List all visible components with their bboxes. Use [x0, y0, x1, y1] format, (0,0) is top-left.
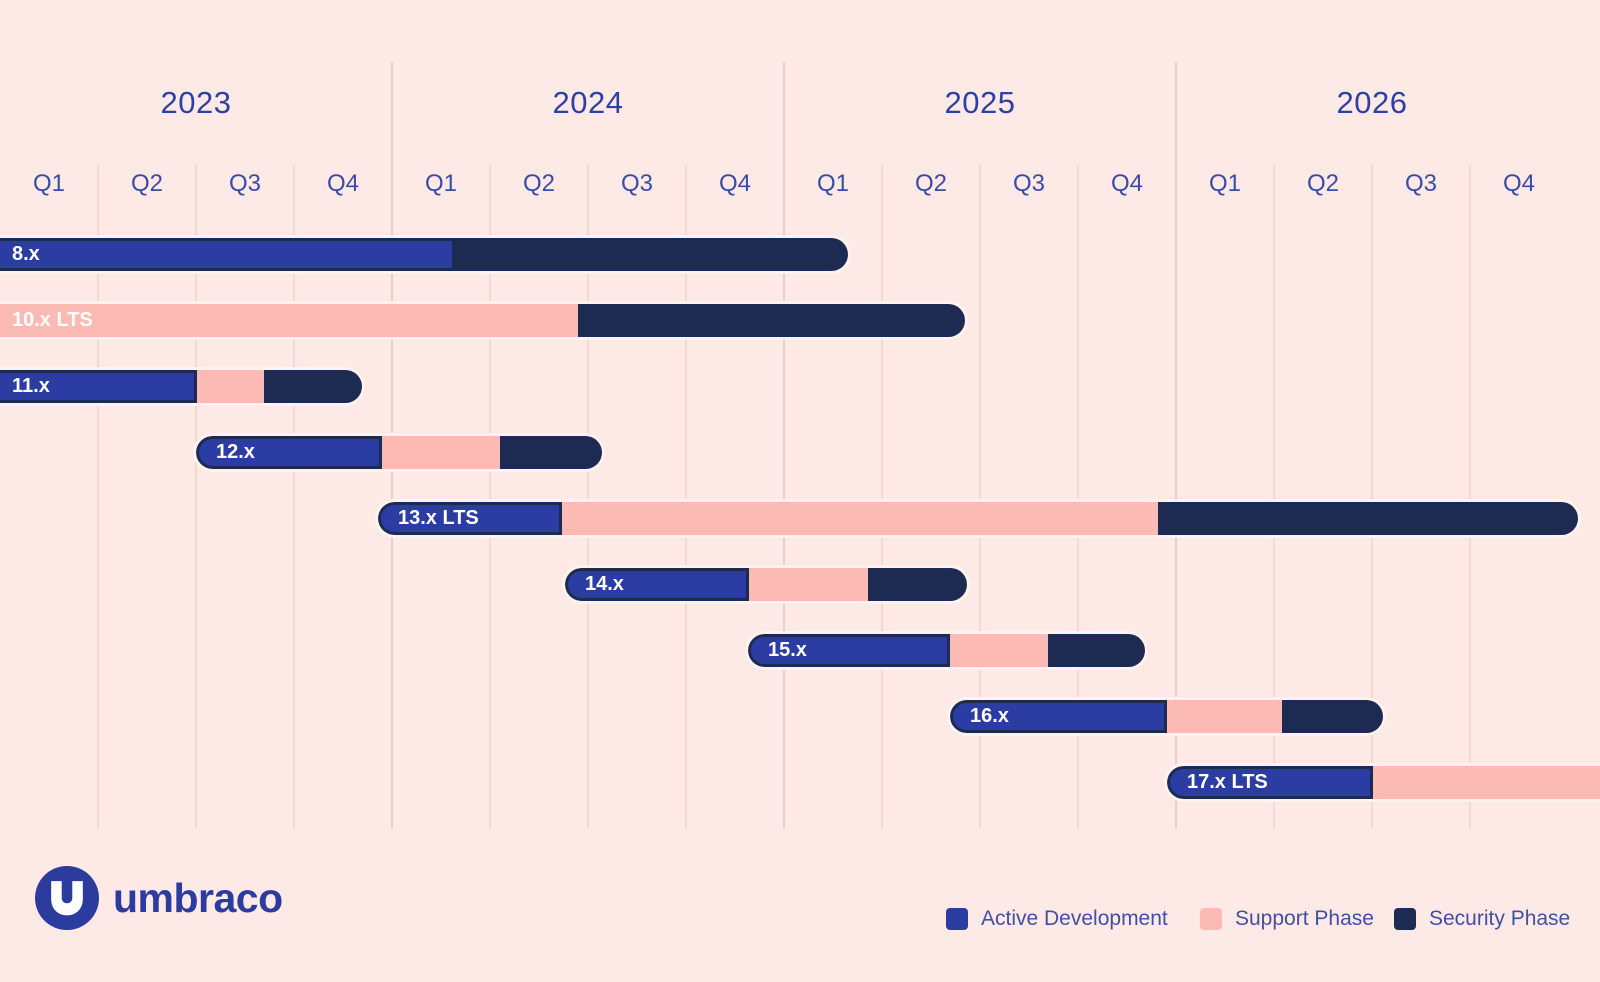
support-phase-segment: [197, 370, 264, 403]
quarter-gridline: [979, 165, 981, 828]
quarter-label-2024-Q4: Q4: [718, 170, 751, 197]
quarter-gridline: [1469, 165, 1471, 828]
legend-label: Support Phase: [1235, 907, 1374, 930]
quarter-label-2026-Q3: Q3: [1404, 170, 1437, 197]
security-phase-segment: [1048, 634, 1145, 667]
bar-12-x: 12.x: [196, 436, 602, 469]
quarter-label-2024-Q3: Q3: [620, 170, 653, 197]
bar-label: 10.x LTS: [12, 309, 93, 331]
umbraco-u-glyph: [51, 881, 83, 916]
quarter-label-2025-Q3: Q3: [1012, 170, 1045, 197]
active-phase-segment: [748, 634, 950, 667]
security-swatch-icon: [1394, 908, 1416, 930]
legend-item-security: Security Phase: [1394, 908, 1570, 930]
support-phase-segment: [950, 634, 1048, 667]
quarter-gridline: [1371, 165, 1373, 828]
quarter-label-2024-Q2: Q2: [522, 170, 555, 197]
security-phase-segment: [455, 238, 848, 271]
support-phase-segment: [1167, 700, 1282, 733]
active-phase-segment: [1167, 766, 1373, 799]
year-gridline: [1175, 62, 1177, 828]
quarter-label-2025-Q2: Q2: [914, 170, 947, 197]
quarter-label-2026-Q2: Q2: [1306, 170, 1339, 197]
quarter-label-2023-Q1: Q1: [32, 170, 65, 197]
bar-17-x-lts: 17.x LTS: [1167, 766, 1600, 799]
support-phase-segment: [562, 502, 1158, 535]
legend-label: Active Development: [981, 907, 1168, 930]
security-phase-segment: [1282, 700, 1383, 733]
quarter-gridline: [1077, 165, 1079, 828]
security-phase-segment: [578, 304, 965, 337]
bar-label: 16.x: [970, 705, 1009, 727]
year-label-2025: 2025: [944, 85, 1016, 120]
umbraco-logo: umbraco: [35, 866, 283, 930]
quarter-label-2025-Q4: Q4: [1110, 170, 1143, 197]
bar-label: 11.x: [12, 375, 50, 397]
security-phase-segment: [1158, 502, 1578, 535]
bar-8-x: 8.x: [0, 238, 848, 271]
active-phase-segment: [196, 436, 382, 469]
quarter-label-2023-Q4: Q4: [326, 170, 359, 197]
active-phase-segment: [0, 238, 455, 271]
bar-label: 14.x: [585, 573, 624, 595]
umbraco-u-icon: [35, 866, 99, 930]
quarter-label-2023-Q2: Q2: [130, 170, 163, 197]
bar-15-x: 15.x: [748, 634, 1145, 667]
quarter-gridline: [881, 165, 883, 828]
support-phase-segment: [0, 304, 578, 337]
legend-item-active: Active Development: [946, 908, 1168, 930]
quarter-gridline: [685, 165, 687, 828]
quarter-gridline: [293, 165, 295, 828]
quarter-label-2024-Q1: Q1: [424, 170, 457, 197]
bar-label: 15.x: [768, 639, 807, 661]
bar-11-x: 11.x: [0, 370, 362, 403]
security-phase-segment: [500, 436, 602, 469]
year-label-2026: 2026: [1336, 85, 1408, 120]
active-swatch-icon: [946, 908, 968, 930]
quarter-gridline: [195, 165, 197, 828]
legend-item-support: Support Phase: [1200, 908, 1374, 930]
bar-14-x: 14.x: [565, 568, 967, 601]
year-label-2023: 2023: [160, 85, 232, 120]
umbraco-wordmark: umbraco: [113, 875, 283, 921]
bar-label: 8.x: [12, 243, 40, 265]
bar-label: 13.x LTS: [398, 507, 479, 529]
active-phase-segment: [378, 502, 562, 535]
support-phase-segment: [382, 436, 500, 469]
security-phase-segment: [868, 568, 967, 601]
quarter-label-2026-Q4: Q4: [1502, 170, 1535, 197]
quarter-gridline: [489, 165, 491, 828]
support-swatch-icon: [1200, 908, 1222, 930]
quarter-label-2026-Q1: Q1: [1208, 170, 1241, 197]
bar-16-x: 16.x: [950, 700, 1383, 733]
legend-label: Security Phase: [1429, 907, 1571, 930]
year-gridline: [783, 62, 785, 828]
quarter-gridline: [587, 165, 589, 828]
quarter-label-2023-Q3: Q3: [228, 170, 261, 197]
quarter-gridline: [97, 165, 99, 828]
quarter-label-2025-Q1: Q1: [816, 170, 849, 197]
bar-label: 17.x LTS: [1187, 771, 1268, 793]
bar-13-x-lts: 13.x LTS: [378, 502, 1578, 535]
active-phase-segment: [565, 568, 749, 601]
quarter-gridline: [1273, 165, 1275, 828]
support-phase-segment: [1373, 766, 1600, 799]
active-phase-segment: [0, 370, 197, 403]
active-phase-segment: [950, 700, 1167, 733]
bar-10-x-lts: 10.x LTS: [0, 304, 965, 337]
security-phase-segment: [264, 370, 362, 403]
support-phase-segment: [749, 568, 868, 601]
bar-label: 12.x: [216, 441, 255, 463]
year-label-2024: 2024: [552, 85, 624, 120]
